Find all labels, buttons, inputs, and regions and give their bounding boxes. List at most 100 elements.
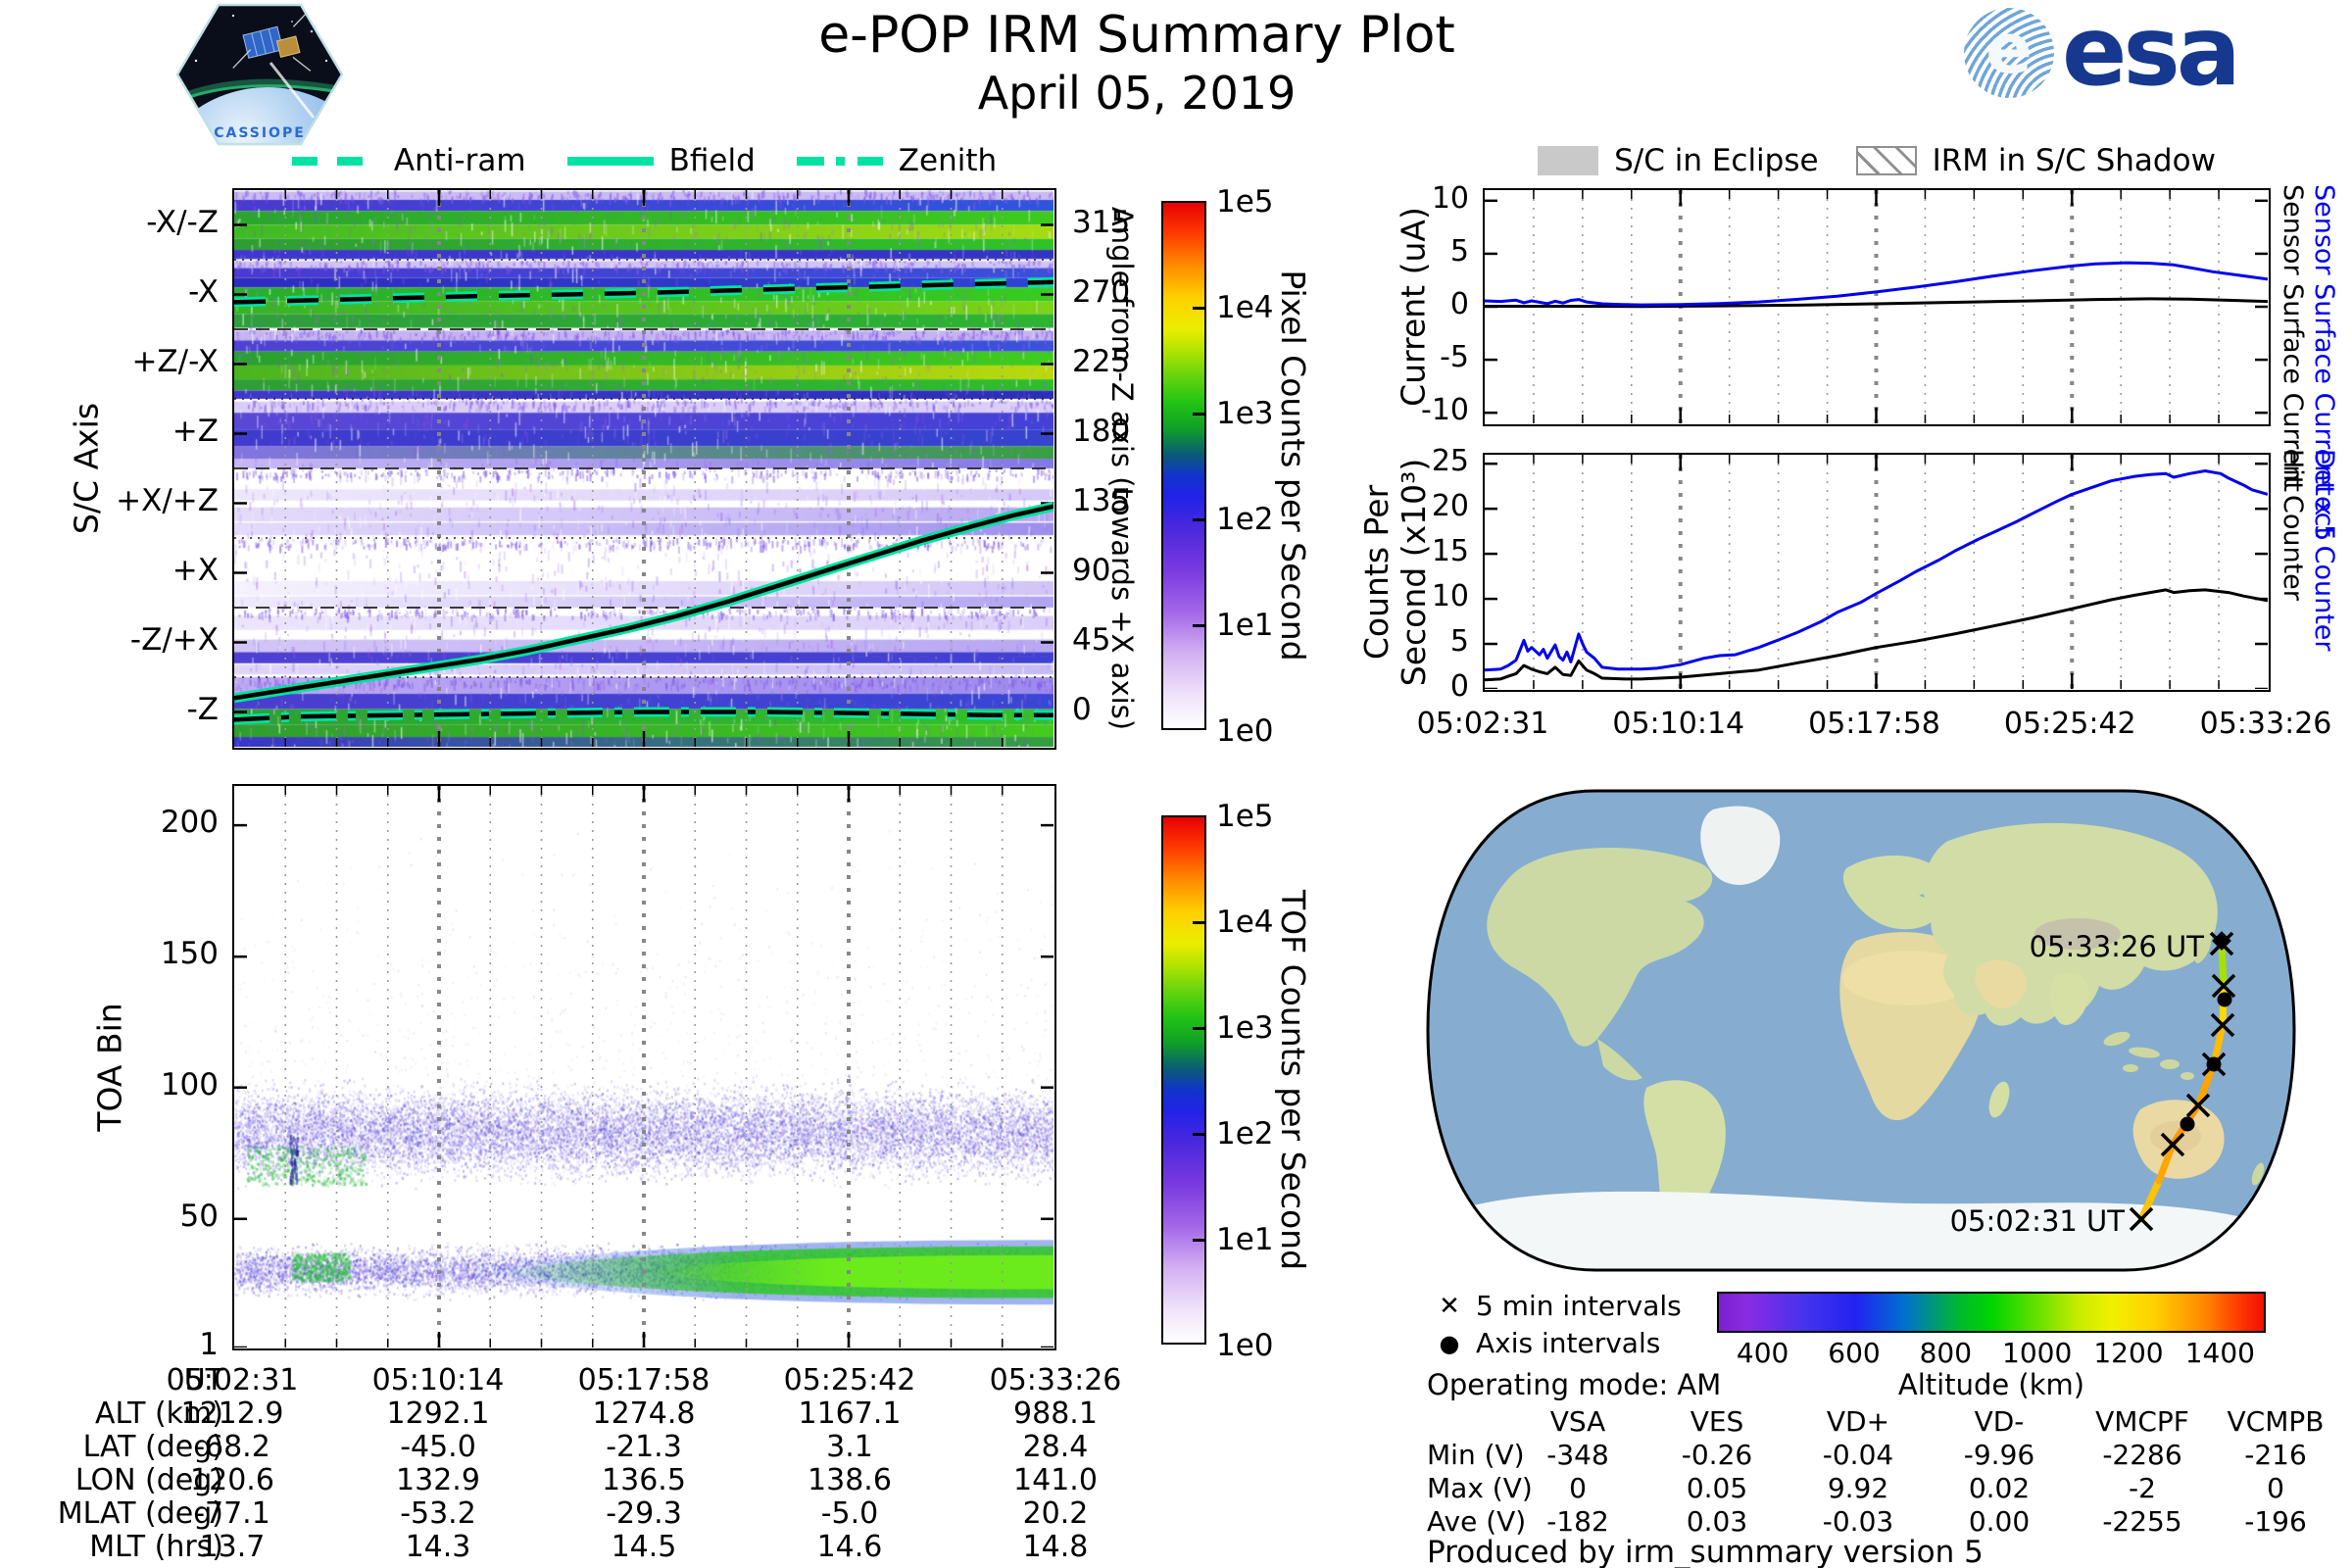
ephemeris-value: -21.3 — [546, 1431, 742, 1463]
altitude-tick: 400 — [1714, 1339, 1812, 1369]
spec1-ylabel: S/C Axis — [68, 403, 106, 534]
voltage-value: 0.00 — [1926, 1507, 2073, 1538]
voltage-col-header: VD- — [1926, 1407, 2073, 1438]
page-title: e-POP IRM Summary Plot — [647, 6, 1627, 65]
ephemeris-value: -5.0 — [752, 1497, 948, 1530]
bfield-label: Bfield — [669, 143, 756, 178]
colorbar-tick: 1e3 — [1216, 397, 1304, 430]
voltage-value: -9.96 — [1926, 1441, 2073, 1471]
current-panel — [1483, 188, 2271, 426]
ephemeris-value: 136.5 — [546, 1464, 742, 1496]
voltage-value: 0 — [2202, 1474, 2349, 1504]
voltage-value: -0.04 — [1785, 1441, 1932, 1471]
colorbar-tick: 1e0 — [1216, 1329, 1304, 1362]
colorbar-tick-mark — [1193, 413, 1204, 416]
ephemeris-value: 14.5 — [546, 1531, 742, 1563]
counts-panel — [1483, 453, 2271, 692]
panel-xtick: 05:02:31 — [1395, 708, 1571, 740]
spec1-angle-tick: 180 — [1072, 415, 1160, 448]
spec2-ytick: 1 — [130, 1328, 219, 1361]
ephemeris-value: 1274.8 — [546, 1397, 742, 1430]
pixel-counts-colorbar — [1161, 201, 1206, 730]
altitude-colorbar-label: Altitude (km) — [1893, 1368, 2089, 1401]
panel-xtick: 05:10:14 — [1591, 708, 1767, 740]
ephemeris-value: -29.3 — [546, 1497, 742, 1530]
spec1-angle-tick: 90 — [1072, 554, 1160, 587]
panel2-blue-series-label: Detect Counter — [2309, 449, 2339, 652]
ephemeris-value: 1292.1 — [340, 1397, 536, 1430]
ephemeris-value: 141.0 — [957, 1464, 1153, 1496]
cross-marker-label: 5 min intervals — [1476, 1290, 1682, 1322]
ephemeris-value: 1212.9 — [134, 1397, 330, 1430]
map-start-time-label: 05:02:31 UT — [1950, 1204, 2126, 1238]
voltage-value: 0 — [1504, 1474, 1651, 1504]
altitude-tick: 1400 — [2171, 1339, 2269, 1369]
shadow-label: IRM in S/C Shadow — [1933, 143, 2216, 178]
current-panel-svg — [1485, 190, 2268, 423]
panel2-black-series-label: Hit Counter — [2278, 449, 2308, 601]
colorbar-tick-mark — [1193, 518, 1204, 521]
panel-xtick: 05:25:42 — [1982, 708, 2158, 740]
spec1-axis-tick: -Z/+X — [101, 623, 219, 657]
cross-marker-icon: ✕ — [1433, 1292, 1466, 1321]
ephemeris-value: -77.1 — [134, 1497, 330, 1530]
tof-counts-colorbar — [1161, 815, 1206, 1345]
voltage-value: -0.26 — [1643, 1441, 1790, 1471]
antiram-label: Anti-ram — [394, 143, 526, 178]
ground-track-map: 05:33:26 UT 05:02:31 UT — [1419, 782, 2301, 1279]
altitude-tick: 600 — [1805, 1339, 1903, 1369]
colorbar-tick: 1e5 — [1216, 185, 1304, 219]
spec1-angle-tick: 225 — [1072, 345, 1160, 378]
ephemeris-value: -53.2 — [340, 1497, 536, 1530]
panel2-ytick: 5 — [1393, 625, 1469, 658]
spec1-angle-tick: 315 — [1072, 206, 1160, 239]
marker-legend-5min: ✕ 5 min intervals — [1433, 1290, 1682, 1322]
operating-mode: Operating mode: AM — [1427, 1368, 1721, 1401]
colorbar-tick: 1e4 — [1216, 291, 1304, 324]
colorbar-tick: 1e1 — [1216, 1223, 1304, 1256]
produced-by-footer: Produced by irm_summary version 5 — [1427, 1535, 1984, 1568]
voltage-value: 0.02 — [1926, 1474, 2073, 1504]
legend-item-eclipse: S/C in Eclipse — [1538, 143, 1819, 178]
toa-spectrogram — [232, 784, 1056, 1350]
sc-axis-spectrogram — [232, 188, 1056, 750]
colorbar-tick: 1e4 — [1216, 906, 1304, 939]
altitude-tick: 800 — [1896, 1339, 1994, 1369]
colorbar-tick: 1e3 — [1216, 1011, 1304, 1045]
ephemeris-value: 05:25:42 — [752, 1364, 948, 1396]
ephemeris-value: -68.2 — [134, 1431, 330, 1463]
legend-item-shadow: IRM in S/C Shadow — [1856, 143, 2216, 178]
ephemeris-value: 05:17:58 — [546, 1364, 742, 1396]
colorbar-tick: 1e1 — [1216, 609, 1304, 642]
cassiope-mission-patch: CASSIOPE — [174, 2, 345, 147]
eclipse-label: S/C in Eclipse — [1614, 143, 1819, 178]
antiram-line-sample — [292, 157, 378, 166]
spec1-axis-tick: -Z — [101, 693, 219, 726]
spec1-angle-tick: 45 — [1072, 623, 1160, 657]
voltage-value: -216 — [2202, 1441, 2349, 1471]
spec2-ytick: 200 — [130, 806, 219, 839]
epop-irm-summary-page: CASSIOPE e-POP IRM Summary Plot April 05… — [0, 0, 2352, 1568]
colorbar-tick-mark — [1193, 1133, 1204, 1136]
voltage-value: -348 — [1504, 1441, 1651, 1471]
altitude-colorbar — [1717, 1292, 2266, 1333]
panel-xtick: 05:17:58 — [1787, 708, 1963, 740]
esa-logo: e esa — [1964, 8, 2237, 98]
spec1-axis-tick: +Z — [101, 415, 219, 448]
bfield-line-sample — [567, 157, 654, 166]
colorbar-tick: 1e2 — [1216, 1117, 1304, 1151]
spec1-axis-tick: +X — [101, 554, 219, 587]
counts-panel-svg — [1485, 455, 2268, 689]
ephemeris-value: 05:33:26 — [957, 1364, 1153, 1396]
ephemeris-value: 120.6 — [134, 1464, 330, 1496]
voltage-col-header: VD+ — [1785, 1407, 1932, 1438]
voltage-value: -0.03 — [1785, 1507, 1932, 1538]
panel2-ytick: 25 — [1393, 445, 1469, 477]
spec1-angle-tick: 270 — [1072, 275, 1160, 309]
panel2-ytick: 15 — [1393, 535, 1469, 567]
altitude-tick: 1000 — [1988, 1339, 2086, 1369]
spec1-axis-tick: -X — [101, 275, 219, 309]
zenith-line-sample — [797, 157, 883, 166]
panel1-black-series-label: Sensor Surface Current — [2278, 184, 2308, 492]
header-titles: e-POP IRM Summary Plot April 05, 2019 — [647, 6, 1627, 120]
